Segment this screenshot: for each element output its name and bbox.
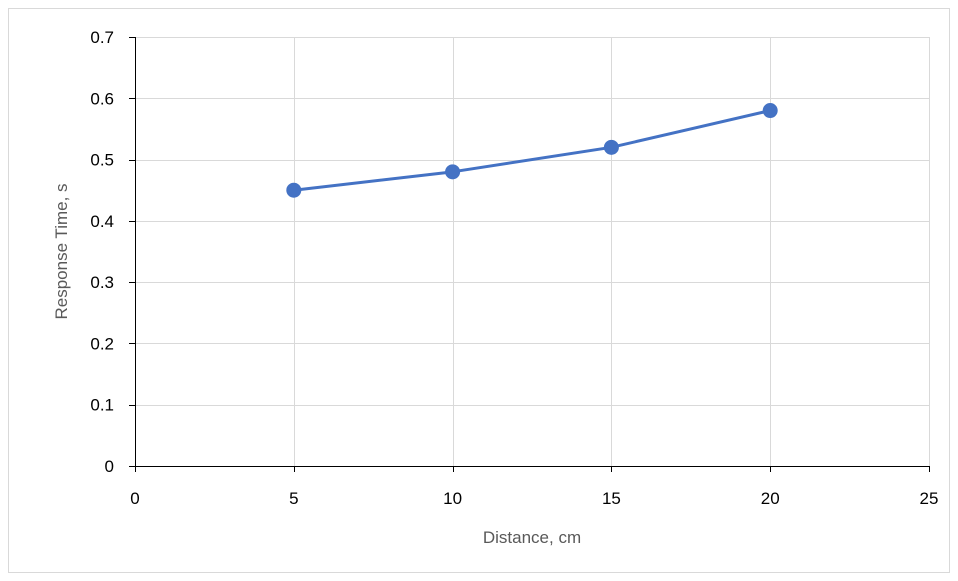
x-tick-label: 0	[130, 489, 139, 508]
axes	[129, 37, 930, 472]
y-tick-label: 0.5	[90, 151, 114, 170]
y-tick-label: 0.4	[90, 212, 114, 231]
chart-frame	[8, 8, 950, 573]
y-tick-label: 0.1	[90, 396, 114, 415]
y-tick-label: 0.7	[90, 28, 114, 47]
data-point	[286, 182, 302, 198]
y-tick-label: 0	[105, 457, 114, 476]
data-point	[603, 139, 619, 155]
x-tick-label: 5	[289, 489, 298, 508]
data-point	[762, 103, 778, 119]
x-tick-label: 25	[920, 489, 939, 508]
y-axis-title: Response Time, s	[52, 183, 71, 319]
x-tick-label: 10	[443, 489, 462, 508]
data-point	[445, 164, 461, 180]
tick-labels: 0 0.1 0.2 0.3 0.4 0.5 0.6 0.7 0 5 10 15 20 25	[90, 28, 938, 508]
y-tick-label: 0.6	[90, 89, 114, 108]
x-tick-label: 20	[761, 489, 780, 508]
gridlines	[135, 37, 930, 466]
y-tick-label: 0.3	[90, 273, 114, 292]
series	[286, 103, 778, 198]
x-axis-title: Distance, cm	[483, 528, 581, 547]
series-line	[293, 109, 771, 192]
y-tick-label: 0.2	[90, 334, 114, 353]
x-tick-label: 15	[602, 489, 621, 508]
